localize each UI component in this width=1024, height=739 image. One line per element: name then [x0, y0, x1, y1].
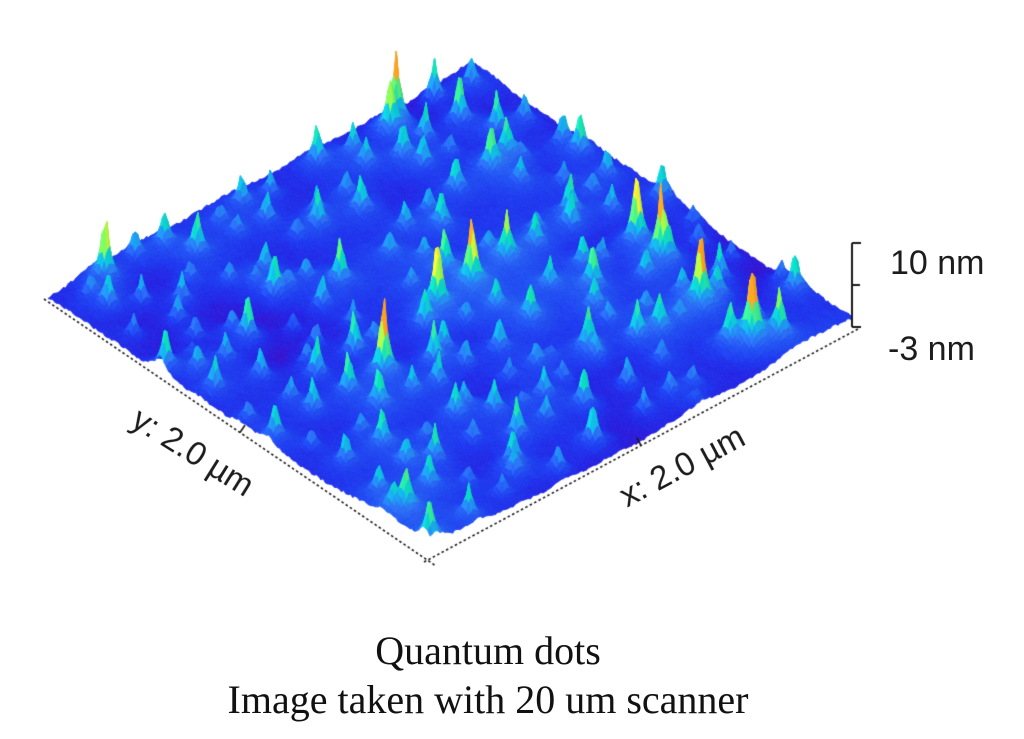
- caption-title: Quantum dots: [375, 628, 601, 673]
- z-axis-max-label: 10 nm: [890, 244, 985, 282]
- caption-subtitle: Image taken with 20 um scanner: [227, 677, 749, 722]
- figure-caption: Quantum dots Image taken with 20 um scan…: [0, 626, 976, 724]
- z-axis-min-label: -3 nm: [888, 330, 975, 368]
